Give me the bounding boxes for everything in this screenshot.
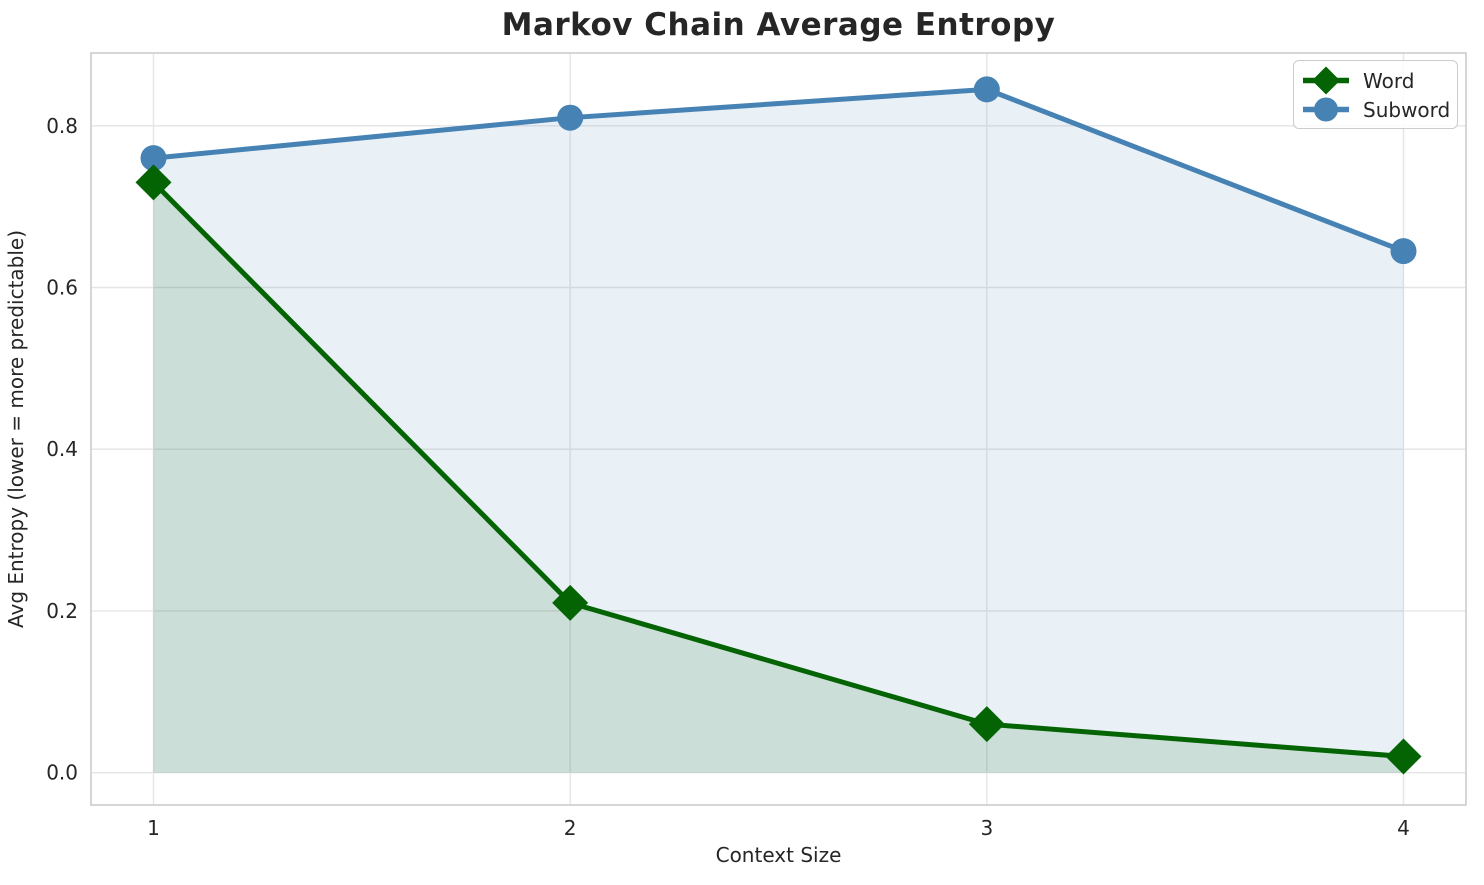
subword-marker <box>557 104 584 131</box>
word-diamond-marker-icon <box>1303 66 1349 95</box>
y-tick-label: 0.2 <box>46 599 78 623</box>
word-area-fill <box>153 182 1404 773</box>
subword-marker <box>140 145 167 172</box>
subword-area-fill <box>153 89 1404 773</box>
y-axis-label: Avg Entropy (lower = more predictable) <box>4 230 28 628</box>
legend-label-subword: Subword <box>1363 97 1451 122</box>
legend-item-word: Word <box>1300 66 1457 95</box>
word-line <box>151 179 1406 759</box>
word-marker <box>1385 738 1422 775</box>
word-marker <box>135 164 172 201</box>
legend-label-word: Word <box>1363 68 1415 93</box>
x-tick-label: 4 <box>1397 816 1410 840</box>
subword-line <box>151 86 1406 254</box>
x-tick-label: 1 <box>147 816 160 840</box>
y-tick-label: 0.0 <box>46 761 78 785</box>
legend-item-subword: Subword <box>1300 95 1457 124</box>
x-tick-label: 3 <box>980 816 993 840</box>
y-tick-label: 0.8 <box>46 114 78 138</box>
y-tick-label: 0.4 <box>46 437 78 461</box>
subword-circle-marker-icon <box>1303 97 1349 122</box>
legend: Word Subword <box>1293 60 1458 129</box>
x-axis-label: Context Size <box>715 843 842 867</box>
x-tick-label: 2 <box>564 816 577 840</box>
plot-border <box>90 52 1467 806</box>
subword-marker <box>973 76 1000 103</box>
word-marker <box>968 706 1005 743</box>
chart-title: Markov Chain Average Entropy <box>501 7 1056 43</box>
word-marker <box>552 584 589 621</box>
subword-marker <box>1390 238 1417 265</box>
y-tick-label: 0.6 <box>46 275 78 299</box>
